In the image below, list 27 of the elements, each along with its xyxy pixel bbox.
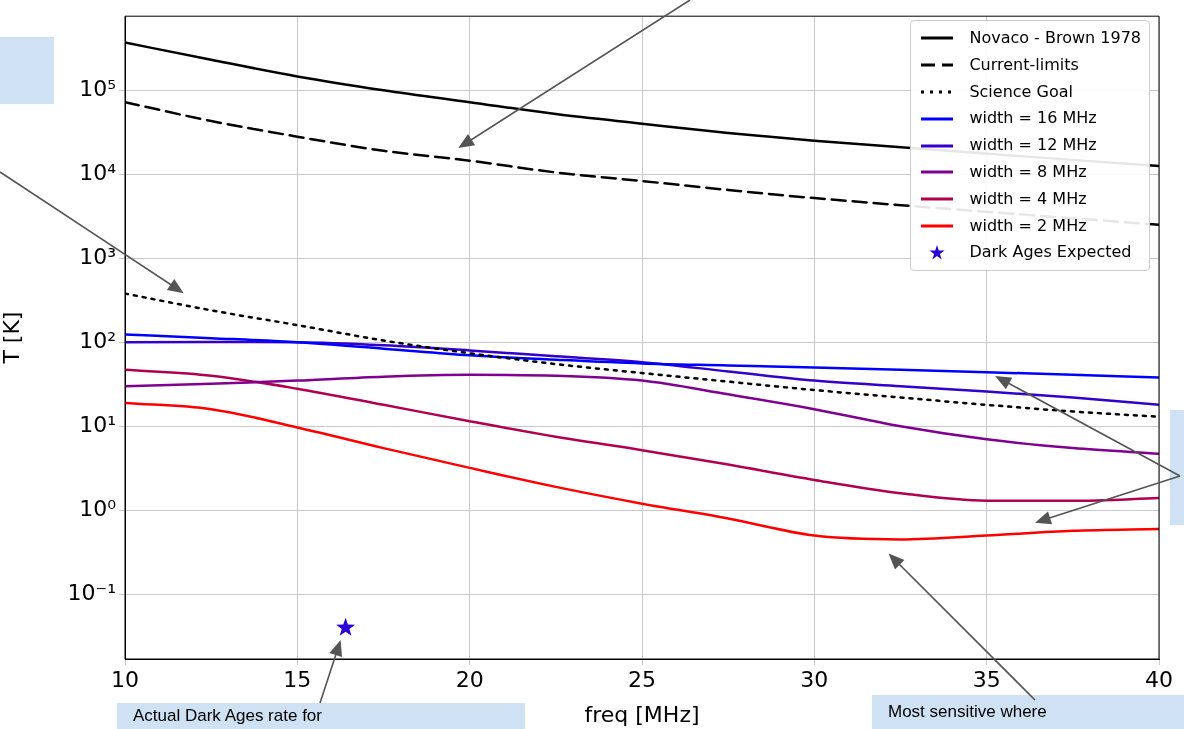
y-tick-label: 10³ — [79, 243, 116, 269]
x-axis-title: freq [MHz] — [584, 701, 700, 727]
y-tick-label: 10⁰ — [79, 496, 117, 522]
legend-label: width = 12 MHz — [969, 134, 1097, 157]
y-axis-title: T [K] — [0, 311, 24, 365]
note-box: Actual Dark Ages rate for — [117, 703, 525, 729]
x-tick-label: 15 — [283, 666, 312, 692]
legend-label: width = 2 MHz — [969, 214, 1087, 237]
x-tick-label: 40 — [1145, 666, 1173, 692]
y-tick-label: 10⁵ — [79, 75, 116, 101]
legend-label: width = 16 MHz — [969, 107, 1097, 130]
x-tick-label: 20 — [455, 666, 484, 692]
x-tick-label: 30 — [800, 666, 829, 692]
legend-label: width = 8 MHz — [969, 161, 1087, 183]
y-tick-label: 10² — [79, 327, 116, 353]
x-tick-label: 25 — [628, 666, 656, 692]
legend-label: Current-limits — [969, 53, 1079, 76]
legend-label: Science Goal — [969, 80, 1073, 103]
note-box: Most sensitive where — [872, 695, 1184, 729]
legend-label: Novaco - Brown 1978 — [969, 27, 1141, 49]
legend-label: width = 4 MHz — [969, 187, 1087, 210]
y-tick-label: 10¹ — [79, 412, 116, 438]
x-tick-label: 10 — [111, 666, 139, 692]
y-tick-label: 10⁻¹ — [67, 580, 116, 606]
legend-label: Dark Ages Expected — [969, 241, 1132, 264]
y-tick-label: 10⁴ — [79, 159, 117, 185]
x-tick-label: 35 — [972, 666, 1001, 692]
